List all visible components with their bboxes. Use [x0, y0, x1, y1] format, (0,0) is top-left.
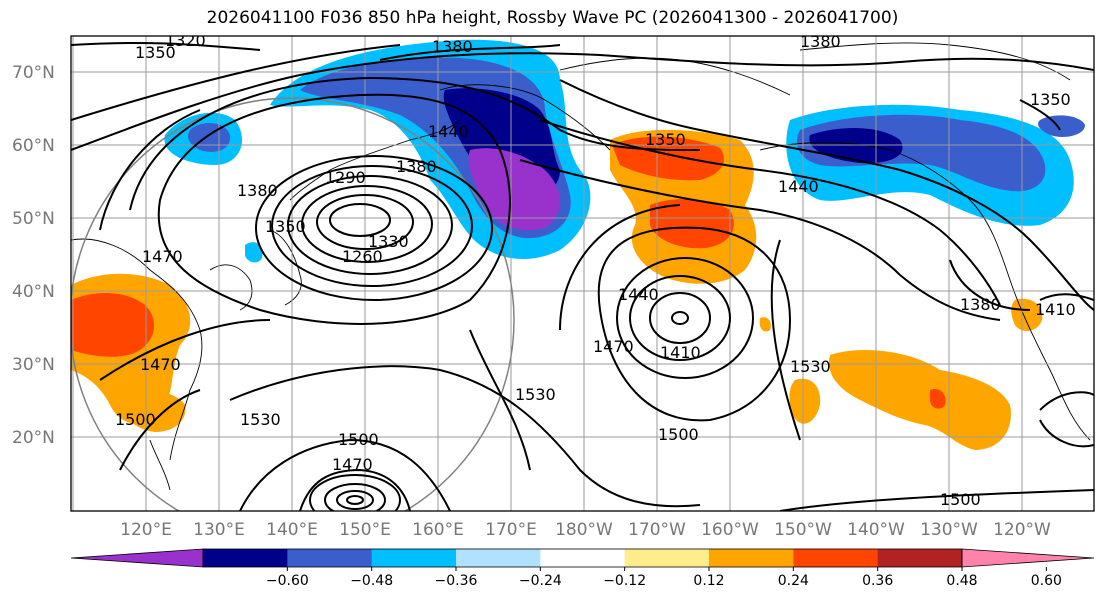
contour-label: 1500 [115, 410, 156, 429]
contour-label: 1380 [237, 181, 278, 200]
colorbar-tick-label: −0.36 [435, 573, 478, 589]
contour-label: 1470 [140, 355, 181, 374]
contour-label: 1350 [1030, 90, 1071, 109]
contour-label: 1530 [515, 385, 556, 404]
contour-label: 1380 [800, 32, 841, 51]
lon-label: 120°W [993, 520, 1051, 540]
lon-label: 160°W [701, 520, 759, 540]
lon-label: 160°E [412, 520, 464, 540]
colorbar-tick-label: −0.12 [603, 573, 646, 589]
colorbar-segment [287, 549, 373, 567]
reference-circle [71, 97, 515, 511]
lon-label: 130°W [920, 520, 978, 540]
colorbar-tick-label: 0.24 [778, 573, 809, 589]
longitude-labels: 120°E 130°E 140°E 150°E 160°E 170°E 180°… [120, 520, 1051, 540]
colorbar-tick-label: 0.36 [862, 573, 893, 589]
lon-label: 130°E [193, 520, 245, 540]
colorbar-segment [456, 549, 541, 567]
lon-label: 170°E [485, 520, 537, 540]
contour-label: 1410 [660, 343, 701, 362]
colorbar-tick-label: −0.48 [350, 573, 393, 589]
lon-label: 170°W [628, 520, 686, 540]
contour-label: 1470 [593, 337, 634, 356]
contour-label: 1350 [265, 217, 306, 236]
contour-label: 1440 [428, 122, 469, 141]
lon-label: 150°E [339, 520, 391, 540]
contour-label: 1530 [240, 410, 281, 429]
map-frame [70, 35, 1095, 512]
contour-label: 1380 [432, 37, 473, 56]
lon-label: 120°E [120, 520, 172, 540]
colorbar-outline [202, 548, 963, 568]
lat-label: 30°N [12, 355, 55, 375]
contour-label: 1260 [342, 247, 383, 266]
colorbar-segment [877, 549, 963, 567]
colorbar-segment [709, 549, 794, 567]
colorbar-tick-label: 0.12 [693, 573, 724, 589]
lon-label: 180°W [555, 520, 613, 540]
height-contours [71, 41, 1094, 511]
latitude-labels: 70°N 60°N 50°N 40°N 30°N 20°N [12, 63, 55, 448]
colorbar-segment [540, 549, 626, 567]
colorbar-segment [793, 549, 879, 567]
contour-label: 1530 [790, 357, 831, 376]
contour-label: 1380 [960, 295, 1001, 314]
lat-label: 70°N [12, 63, 55, 83]
lat-label: 60°N [12, 136, 55, 156]
contour-label: 1440 [778, 177, 819, 196]
contour-label: 1500 [658, 425, 699, 444]
lat-label: 40°N [12, 282, 55, 302]
contour-label: 1500 [338, 430, 379, 449]
colorbar-tick-label: −0.24 [519, 573, 562, 589]
colorbar-segment [624, 549, 710, 567]
colorbar-tick-label: 0.48 [946, 573, 977, 589]
contour-label: 1350 [645, 130, 686, 149]
lat-label: 20°N [12, 428, 55, 448]
contour-label: 1410 [1035, 300, 1076, 319]
colorbar-tick-label: −0.60 [266, 573, 309, 589]
contour-label: 1320 [165, 31, 206, 50]
contour-label: 1350 [135, 43, 176, 62]
contour-label: 1290 [325, 168, 366, 187]
contour-label: 1440 [618, 285, 659, 304]
contour-labels: 1320 1350 1380 1380 1380 1440 1290 1380 … [115, 31, 1076, 509]
lon-label: 140°W [847, 520, 905, 540]
gridlines [71, 36, 1094, 511]
colorbar: −0.60 −0.48 −0.36 −0.24 −0.12 0.12 0.24 0.36 0.4… [70, 548, 1095, 589]
map-content: 1320 1350 1380 1380 1380 1440 1290 1380 … [71, 31, 1094, 511]
contour-label: 1380 [396, 157, 437, 176]
lat-label: 50°N [12, 209, 55, 229]
colorbar-segment [371, 549, 457, 567]
contour-label: 1330 [368, 232, 409, 251]
colorbar-extend-low [70, 548, 204, 568]
lon-label: 140°E [266, 520, 318, 540]
contour-label: 1470 [332, 455, 373, 474]
colorbar-tick-label: 0.60 [1031, 573, 1062, 589]
lon-label: 150°W [774, 520, 832, 540]
colorbar-extend-high [961, 548, 1095, 568]
contour-label: 1470 [142, 247, 183, 266]
map-title: 2026041100 F036 850 hPa height, Rossby W… [206, 8, 899, 28]
colorbar-segment [203, 549, 288, 567]
positive-anomaly-shading [71, 129, 1043, 450]
contour-label: 1500 [940, 490, 981, 509]
